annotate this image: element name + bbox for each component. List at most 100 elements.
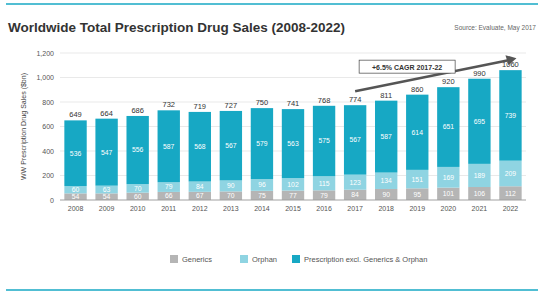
- legend-label: Generics: [182, 255, 212, 264]
- bar-segment: [468, 187, 490, 200]
- bar-segment: [344, 190, 366, 200]
- source: Source: Evaluate, May 2017: [454, 24, 536, 32]
- data-label: 75: [258, 192, 266, 199]
- data-label: 169: [443, 174, 455, 181]
- x-tick-label: 2014: [254, 205, 270, 212]
- data-label: 695: [474, 118, 486, 125]
- data-label: 575: [318, 137, 330, 144]
- cagr-arrow: [355, 60, 508, 91]
- x-tick-label: 2018: [378, 205, 394, 212]
- data-label: 70: [134, 185, 142, 192]
- x-tick-label: 2008: [68, 205, 84, 212]
- data-label: 101: [443, 190, 455, 197]
- y-tick-label: 0: [50, 197, 54, 204]
- bar-segment: [189, 112, 211, 182]
- data-label: 134: [381, 177, 393, 184]
- bottom-rule: [6, 289, 538, 291]
- data-label: 739: [505, 112, 517, 119]
- data-label: 63: [103, 186, 111, 193]
- x-tick-label: 2019: [409, 205, 425, 212]
- top-rule: [6, 3, 538, 5]
- data-label: 95: [413, 191, 421, 198]
- data-label: 79: [165, 183, 173, 190]
- legend-swatch: [170, 255, 178, 263]
- data-label: 90: [382, 191, 390, 198]
- grid-line: [60, 200, 526, 201]
- bar-segment: [313, 106, 335, 176]
- legend-swatch: [240, 255, 248, 263]
- bar-segment: [437, 188, 459, 200]
- bar-segment: [499, 161, 521, 187]
- data-label: 96: [258, 181, 266, 188]
- data-label: 151: [412, 176, 424, 183]
- bar-segment: [313, 190, 335, 200]
- bar-segment: [64, 193, 86, 200]
- bar-segment: [251, 108, 273, 179]
- total-label: 768: [318, 96, 331, 105]
- y-tick-label: 800: [42, 99, 54, 106]
- bar-segment: [468, 79, 490, 164]
- bar-segment: [375, 101, 397, 173]
- data-label: 209: [505, 170, 517, 177]
- data-label: 84: [196, 183, 204, 190]
- total-label: 732: [162, 100, 175, 109]
- data-label: 587: [381, 133, 393, 140]
- grid: [60, 53, 526, 200]
- x-tick-label: 2011: [161, 205, 176, 212]
- total-label: 990: [473, 69, 486, 78]
- bar-segment: [64, 186, 86, 193]
- grid-line: [60, 77, 526, 78]
- x-tick-label: 2022: [503, 205, 519, 212]
- bar-segment: [437, 167, 459, 188]
- data-label: 79: [320, 192, 328, 199]
- data-label: 115: [319, 180, 330, 187]
- bars: [64, 70, 521, 200]
- x-tick-label: 2013: [223, 205, 239, 212]
- y-axis-label: WW Prescription Drug Sales ($bn): [20, 73, 28, 180]
- bar-segment: [406, 95, 428, 170]
- x-tick-label: 2015: [285, 205, 301, 212]
- data-label: 70: [227, 192, 235, 199]
- arrow-head: [505, 55, 516, 65]
- data-label: 587: [163, 143, 175, 150]
- total-label: 860: [411, 85, 424, 94]
- bar-segment: [95, 193, 117, 200]
- y-tick-label: 200: [42, 172, 54, 179]
- data-label: 66: [165, 192, 173, 199]
- bar-segment: [375, 189, 397, 200]
- total-label: 719: [194, 102, 207, 111]
- grid-line: [60, 53, 526, 54]
- x-tick-label: 2016: [316, 205, 332, 212]
- y-tick-label: 600: [42, 123, 54, 130]
- x-tick-label: 2012: [192, 205, 208, 212]
- data-label: 614: [412, 129, 424, 136]
- legend-swatch: [292, 255, 300, 263]
- data-label: 84: [351, 191, 359, 198]
- data-label: 563: [287, 140, 299, 147]
- x-tick-label: 2020: [441, 205, 457, 212]
- data-label: 567: [349, 136, 361, 143]
- bar-segment: [220, 191, 242, 200]
- bar-segment: [375, 173, 397, 189]
- total-label: 774: [349, 95, 362, 104]
- bar-segment: [468, 164, 490, 187]
- total-label: 920: [442, 77, 455, 86]
- bar-segment: [95, 119, 117, 186]
- bar-segment: [499, 70, 521, 161]
- y-tick-label: 400: [42, 148, 54, 155]
- data-label: 567: [225, 142, 237, 149]
- total-label: 686: [131, 106, 144, 115]
- x-tick-label: 2017: [347, 205, 363, 212]
- bar-segment: [251, 191, 273, 200]
- data-label: 77: [289, 192, 297, 199]
- total-label: 750: [256, 98, 269, 107]
- bar-segment: [313, 176, 335, 190]
- data-label: 60: [134, 193, 142, 200]
- data-label: 556: [132, 146, 144, 153]
- total-label: 811: [380, 91, 392, 100]
- annotation-box: [359, 60, 455, 73]
- legend-label: Prescription excl. Generics & Orphan: [304, 255, 427, 264]
- data-label: 54: [103, 193, 111, 200]
- bar-segment: [126, 184, 148, 193]
- title: Worldwide Total Prescription Drug Sales …: [8, 20, 345, 35]
